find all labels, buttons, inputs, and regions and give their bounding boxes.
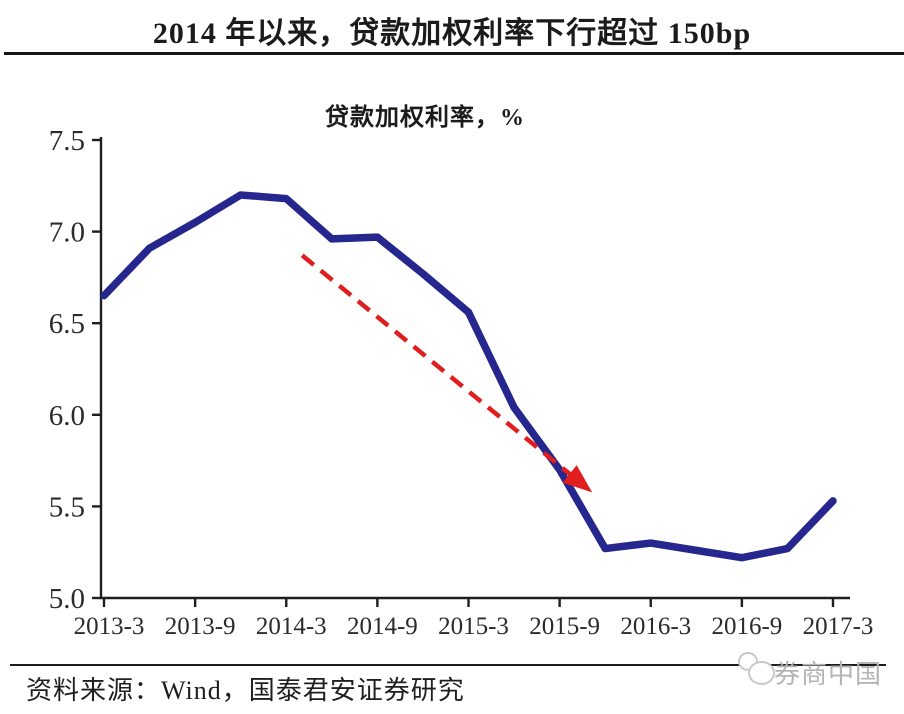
brand-watermark: 券商中国 [734, 646, 900, 702]
series-line [100, 191, 837, 562]
x-axis-tick-label: 2015-3 [438, 613, 509, 640]
x-axis-tick-label: 2015-9 [529, 613, 600, 640]
x-axis-tick-label: 2013-9 [165, 613, 236, 640]
page-title: 2014 年以来，贷款加权利率下行超过 150bp [152, 17, 752, 50]
x-axis-tick-label: 2016-3 [620, 613, 691, 640]
x-axis-tick-label: 2014-9 [347, 613, 418, 640]
source-note: 资料来源：Wind，国泰君安证券研究 [26, 676, 465, 705]
x-axis-tick-label: 2014-3 [256, 613, 327, 640]
trend-arrow [300, 253, 593, 493]
y-axis-tick-label: 7.0 [49, 217, 85, 249]
x-axis-tick-label: 2013-3 [74, 613, 145, 640]
y-axis-tick-label: 6.0 [49, 400, 85, 432]
title-divider [4, 52, 904, 55]
axes [99, 137, 850, 600]
brand-name: 券商中国 [774, 660, 883, 689]
y-axis-tick-label: 5.0 [49, 583, 85, 615]
x-axis-tick-label: 2016-9 [711, 613, 782, 640]
y-axis-tick-label: 5.5 [49, 491, 85, 523]
y-axis-tick-label: 6.5 [49, 308, 85, 340]
x-axis-tick-label: 2017-3 [803, 613, 874, 640]
speech-bubble-icon [748, 661, 775, 685]
footer-divider [10, 664, 886, 666]
y-axis-tick-label: 7.5 [49, 125, 85, 157]
chart-title: 贷款加权利率，% [325, 105, 525, 131]
